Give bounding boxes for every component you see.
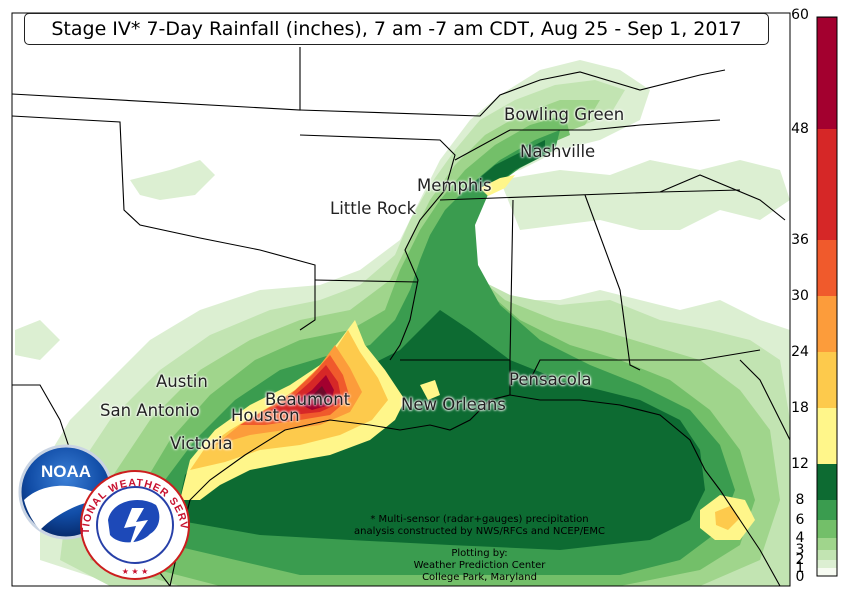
- colorbar-tick-label: 30: [791, 288, 809, 304]
- credits-line-2: analysis constructed by NWS/RFCs and NCE…: [353, 526, 605, 537]
- city-label-bowling-green: Bowling Green: [504, 105, 625, 124]
- noaa-logo-text: NOAA: [41, 462, 91, 481]
- credits-line-5: College Park, Maryland: [422, 572, 537, 583]
- city-label-san-antonio: San Antonio: [100, 401, 200, 420]
- credits-line-3: Plotting by:: [451, 548, 508, 559]
- boundaries: [12, 47, 790, 586]
- colorbar-segment: [817, 240, 837, 296]
- city-label-austin: Austin: [156, 372, 208, 391]
- city-label-nashville: Nashville: [520, 142, 596, 161]
- city-label-new-orleans: New Orleans: [401, 395, 506, 414]
- colorbar-segment: [817, 520, 837, 538]
- colorbar-border: [816, 16, 838, 577]
- credits-line-1: * Multi-sensor (radar+gauges) precipitat…: [370, 514, 589, 525]
- colorbar-tick-label: 60: [791, 7, 809, 23]
- colorbar-tick-label: 12: [791, 456, 809, 472]
- city-label-pensacola: Pensacola: [509, 370, 592, 389]
- nws-stars-icon: ★ ★ ★: [122, 567, 149, 576]
- colorbar-tick-label: 3: [795, 542, 805, 558]
- city-label-beaumont: Beaumont: [265, 390, 351, 409]
- colorbar-tick-label: 36: [791, 232, 809, 248]
- colorbar-segment: [817, 296, 837, 352]
- colorbar-tick-label: 48: [791, 121, 809, 137]
- colorbar-segment: [817, 538, 837, 550]
- colorbar-tick-label: 0: [795, 569, 805, 585]
- colorbar-segment: [817, 500, 837, 520]
- map-title: Stage IV* 7-Day Rainfall (inches), 7 am …: [24, 13, 769, 45]
- colorbar-tick-label: 18: [791, 400, 809, 416]
- colorbar-tick-label: 4: [795, 530, 805, 546]
- credits-note: * Multi-sensor (radar+gauges) precipitat…: [352, 514, 607, 538]
- colorbar-segment: [817, 560, 837, 568]
- colorbar-tick-label: 8: [795, 492, 805, 508]
- colorbar-segment: [817, 568, 837, 576]
- rainfall-field: [12, 13, 790, 586]
- colorbar-segment: [817, 550, 837, 560]
- colorbar-tick-label: 24: [791, 344, 809, 360]
- city-label-victoria: Victoria: [170, 434, 233, 453]
- colorbar-segment: [817, 352, 837, 408]
- credits-line-4: Weather Prediction Center: [413, 560, 546, 571]
- colorbar-tick-label: 1: [795, 560, 805, 576]
- colorbar-tick-label: 2: [795, 552, 805, 568]
- city-label-houston: Houston: [231, 406, 300, 425]
- colorbar-segment: [817, 464, 837, 500]
- colorbar-tick-label: 6: [795, 512, 805, 528]
- colorbar-segment: [817, 408, 837, 464]
- city-label-memphis: Memphis: [417, 176, 492, 195]
- colorbar: [816, 16, 838, 577]
- credits-plotting: Plotting by: Weather Prediction Center C…: [352, 548, 607, 584]
- colorbar-segment: [817, 17, 837, 129]
- city-label-little-rock: Little Rock: [330, 199, 417, 218]
- colorbar-segment: [817, 129, 837, 240]
